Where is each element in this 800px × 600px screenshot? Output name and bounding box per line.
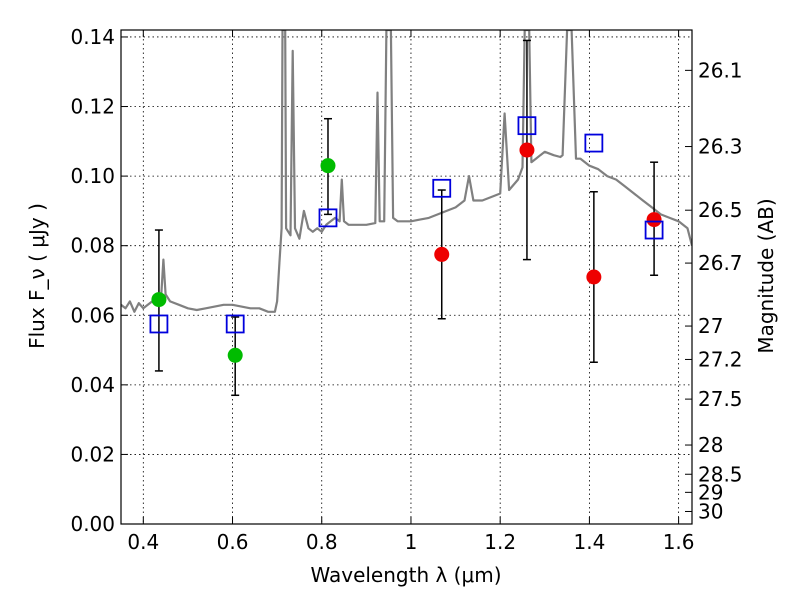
model-band-square — [584, 133, 604, 153]
y-tick-label: 0.02 — [70, 442, 115, 466]
y-tick-label: 0.12 — [70, 95, 115, 119]
y2-tick-label: 30 — [698, 499, 723, 523]
y2-tick-label: 26.7 — [698, 251, 743, 275]
grid — [121, 30, 692, 525]
model-spectrum-line — [121, 30, 692, 313]
model-band-square — [149, 314, 169, 334]
y2-axis-label: Magnitude (AB) — [754, 198, 778, 353]
y2-tick-label: 29 — [698, 480, 723, 504]
photometry-point — [586, 269, 602, 285]
photometry-point — [320, 158, 336, 174]
photometry-markers — [149, 116, 664, 363]
x-axis-label: Wavelength λ (μm) — [310, 563, 501, 587]
model-band-square — [644, 220, 664, 240]
y-tick-label: 0.06 — [70, 303, 115, 327]
y-tick-label: 0.00 — [70, 512, 115, 536]
y-tick-label: 0.10 — [70, 164, 115, 188]
photometry-point — [227, 347, 243, 363]
x-tick-label: 0.8 — [306, 530, 338, 554]
x-tick-label: 1.4 — [573, 530, 605, 554]
x-tick-label: 1.6 — [663, 530, 695, 554]
error-bars — [154, 39, 659, 397]
photometry-point — [646, 212, 662, 228]
x-tick-label: 1.2 — [484, 530, 516, 554]
model-band-square — [517, 116, 537, 136]
photometry-point — [434, 246, 450, 262]
x-tick-label: 0.6 — [217, 530, 249, 554]
y2-tick-label: 28.5 — [698, 462, 743, 486]
y2-tick-label: 26.3 — [698, 135, 743, 159]
y2-tick-label: 27.2 — [698, 347, 743, 371]
y2-tick-label: 26.1 — [698, 58, 743, 82]
axis-ticks: 0.4 0.6 0.8 1 1.2 1.4 1.6 0.00 0.02 0.04 0.06 0.08 0… — [70, 25, 742, 554]
plot-frame — [120, 29, 693, 525]
model-band-square — [225, 314, 245, 334]
y2-tick-label: 26.5 — [698, 198, 743, 222]
y2-tick-label: 27 — [698, 314, 723, 338]
model-band-square — [432, 178, 452, 198]
x-tick-label: 0.4 — [127, 530, 159, 554]
y-tick-label: 0.08 — [70, 234, 115, 258]
y-axis-label: Flux F_ν ( μJy ) — [25, 203, 49, 349]
y-tick-label: 0.14 — [70, 25, 115, 49]
y-tick-label: 0.04 — [70, 373, 115, 397]
photometry-point — [519, 142, 535, 158]
y2-tick-label: 27.5 — [698, 387, 743, 411]
model-spectrum — [121, 30, 692, 313]
model-band-square — [318, 208, 338, 228]
photometry-point — [151, 292, 167, 308]
y2-tick-label: 28 — [698, 433, 723, 457]
x-tick-label: 1 — [405, 530, 418, 554]
